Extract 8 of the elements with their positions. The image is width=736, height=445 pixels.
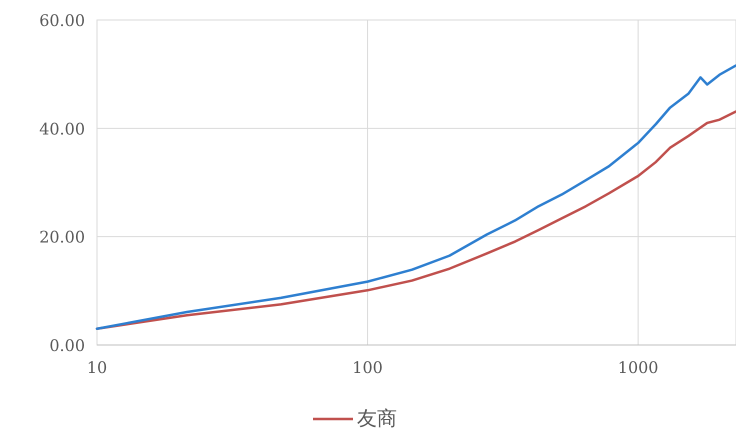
y-tick-label: 0.00 <box>49 336 85 355</box>
y-tick-label: 60.00 <box>39 11 85 30</box>
y-tick-label: 20.00 <box>39 228 85 247</box>
y-tick-label: 40.00 <box>39 119 85 138</box>
x-tick-label: 10 <box>86 358 108 377</box>
x-tick-label: 100 <box>352 358 383 377</box>
x-tick-label: 1000 <box>618 358 658 377</box>
legend-label: 友商 <box>357 408 397 430</box>
